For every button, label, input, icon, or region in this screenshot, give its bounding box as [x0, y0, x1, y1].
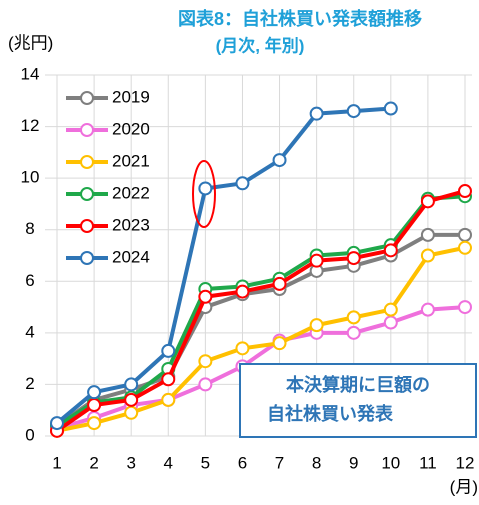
data-point	[346, 104, 361, 119]
legend-marker	[80, 219, 94, 233]
data-point	[420, 194, 435, 209]
data-point	[198, 289, 213, 304]
x-tick-label: 8	[312, 453, 321, 472]
chart-subtitle: (月次, 年別)	[216, 35, 305, 55]
data-point	[309, 253, 324, 268]
data-point	[124, 405, 139, 420]
annotation: 自社株買い発表	[267, 403, 394, 424]
annotation: 本決算期に巨額の	[286, 374, 430, 395]
annotation-box	[239, 363, 477, 438]
x-axis-label: (月)	[450, 477, 478, 496]
data-point	[346, 310, 361, 325]
y-tick-label: 12	[21, 116, 40, 135]
x-tick-label: 9	[349, 453, 358, 472]
x-tick-label: 5	[201, 453, 210, 472]
data-point	[458, 184, 472, 199]
y-axis-label: (兆円)	[8, 33, 53, 52]
y-tick-label: 2	[25, 374, 34, 393]
x-tick-label: 2	[89, 453, 98, 472]
x-tick-label: 12	[456, 453, 475, 472]
data-point	[309, 318, 324, 333]
data-point	[198, 377, 213, 392]
data-point	[346, 325, 361, 340]
chart-title: 図表8：自社株買い発表額推移	[178, 8, 422, 29]
data-point	[420, 248, 435, 263]
y-tick-label: 10	[21, 168, 40, 187]
legend-label: 2021	[112, 151, 150, 170]
legend-marker	[80, 91, 94, 105]
data-point	[420, 302, 435, 317]
x-tick-label: 10	[381, 453, 400, 472]
data-point	[346, 251, 361, 266]
data-point	[458, 300, 472, 315]
data-point	[383, 243, 398, 258]
data-point	[87, 385, 102, 400]
data-point	[124, 377, 139, 392]
data-point	[198, 181, 213, 196]
legend-marker	[80, 187, 94, 201]
data-point	[272, 276, 287, 291]
legend-marker	[80, 123, 94, 137]
legend-label: 2022	[112, 183, 150, 202]
y-tick-label: 8	[25, 219, 34, 238]
data-point	[124, 392, 139, 407]
legend-marker	[80, 251, 94, 265]
legend-marker	[80, 155, 94, 169]
x-tick-label: 7	[275, 453, 284, 472]
plot	[50, 101, 472, 438]
y-tick-label: 14	[21, 64, 40, 83]
legend: 2019 2020 2021 2022 2023 2024	[66, 87, 150, 266]
data-point	[161, 343, 176, 358]
x-tick-label: 4	[164, 453, 173, 472]
data-point	[161, 372, 176, 387]
y-tick-label: 6	[25, 271, 34, 290]
legend-label: 2019	[112, 87, 150, 106]
data-point	[383, 101, 398, 116]
y-tick-label: 4	[25, 322, 34, 341]
series-line	[55, 106, 391, 425]
data-point	[458, 240, 472, 255]
data-point	[50, 416, 64, 431]
data-point	[198, 354, 213, 369]
legend-label: 2020	[112, 119, 150, 138]
data-point	[420, 227, 435, 242]
data-point	[458, 227, 472, 242]
data-point	[235, 176, 250, 191]
x-tick-label: 3	[126, 453, 135, 472]
data-point	[161, 392, 176, 407]
data-point	[383, 315, 398, 330]
x-tick-label: 1	[52, 453, 61, 472]
data-point	[272, 336, 287, 351]
data-point	[383, 302, 398, 317]
data-point	[235, 341, 250, 356]
legend-label: 2024	[112, 247, 150, 266]
data-point	[272, 153, 287, 168]
data-point	[309, 106, 324, 121]
legend-label: 2023	[112, 215, 150, 234]
x-tick-label: 11	[419, 453, 437, 472]
highlight-ellipse	[192, 160, 216, 228]
data-point	[87, 416, 102, 431]
data-point	[235, 284, 250, 299]
x-tick-label: 6	[238, 453, 247, 472]
y-tick-label: 0	[25, 425, 34, 444]
data-point	[87, 398, 102, 413]
